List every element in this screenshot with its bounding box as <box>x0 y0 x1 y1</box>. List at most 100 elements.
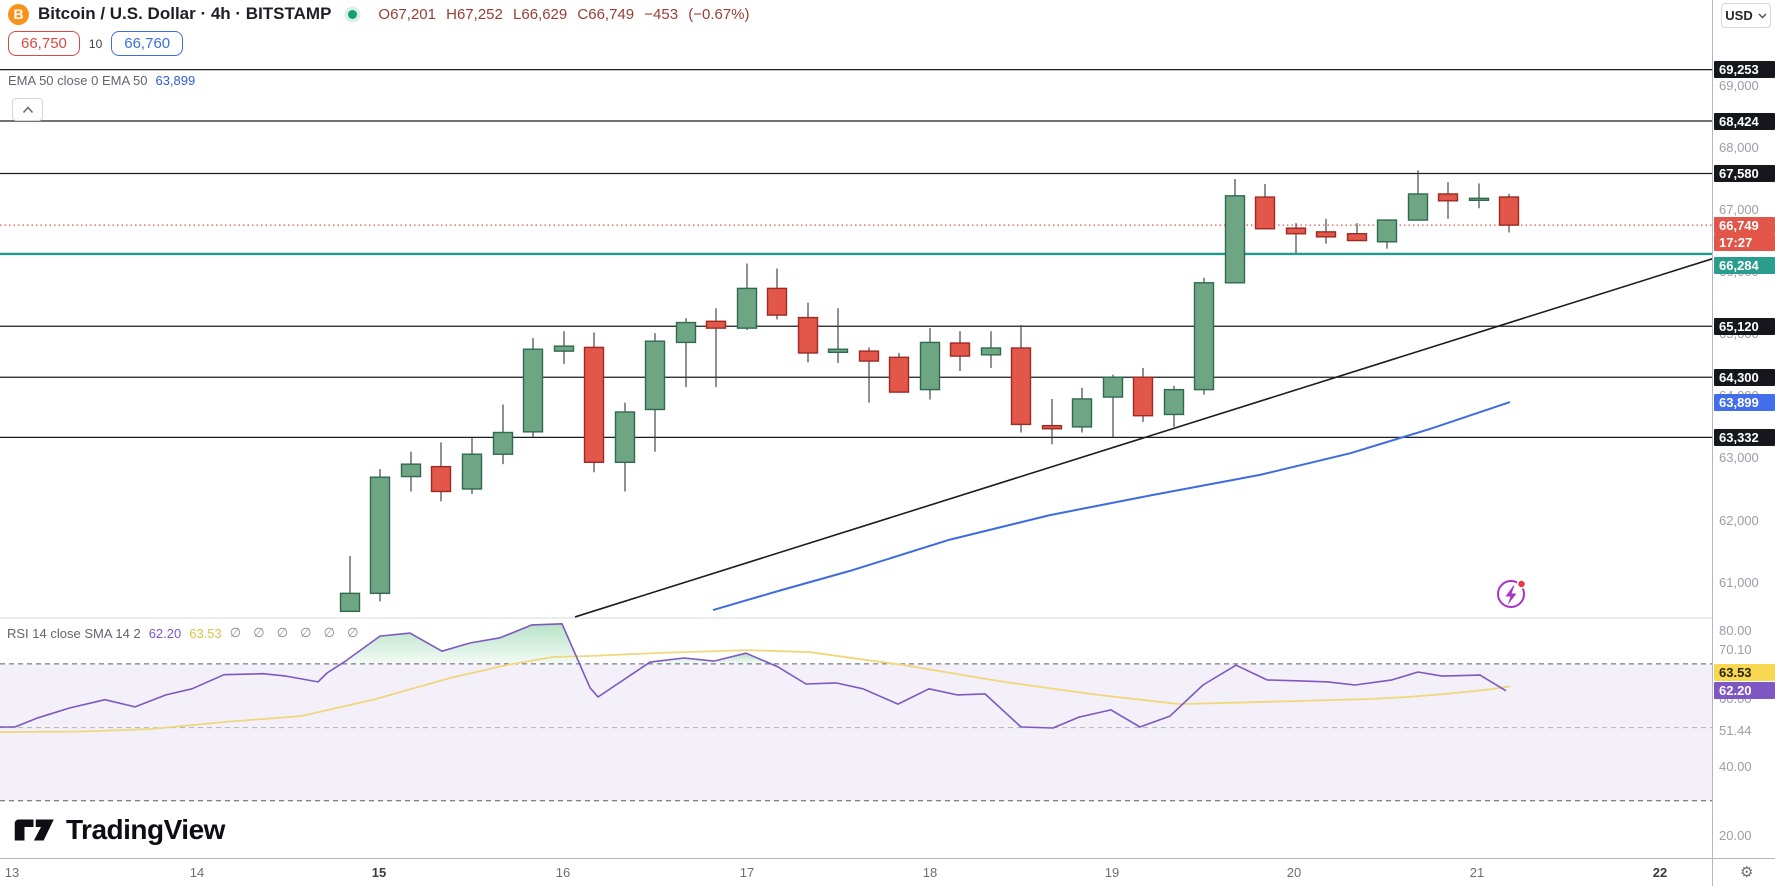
candle-up <box>1163 388 1185 416</box>
rsi-badge: 63.53 <box>1714 663 1775 681</box>
rsi-tick-label: 40.00 <box>1719 759 1752 775</box>
price-scale-border <box>1712 0 1713 886</box>
rsi-band-fill <box>0 663 1712 801</box>
tradingview-logo-mark-icon <box>14 815 56 845</box>
time-axis-border <box>0 858 1775 859</box>
price-and-rsi-chart[interactable] <box>0 0 1712 858</box>
currency-label: USD <box>1725 8 1753 23</box>
time-axis[interactable]: ⚙ 13 14 15 16 17 18 19 20 21 22 <box>0 859 1775 886</box>
price-badge: 63,899 <box>1714 393 1775 411</box>
price-badge: 64,300 <box>1714 368 1775 386</box>
candle-down <box>858 350 880 362</box>
time-tick-label: 15 <box>371 865 387 880</box>
candle-up <box>1407 193 1429 221</box>
price-tick-label: 68,000 <box>1719 139 1759 155</box>
symbol-title[interactable]: Bitcoin / U.S. Dollar · 4h · BITSTAMP <box>38 4 332 23</box>
price-badge: 69,253 <box>1714 61 1775 79</box>
candle-up <box>1468 197 1490 202</box>
price-badge: 67,580 <box>1714 165 1775 182</box>
candle-down <box>1498 196 1520 226</box>
ema-legend-value: 63,899 <box>155 73 196 88</box>
candle-up <box>675 321 697 344</box>
price-tick-label: 67,000 <box>1719 202 1759 217</box>
candle-down <box>1010 347 1032 426</box>
buy-button[interactable]: 66,760 <box>111 31 184 56</box>
currency-selector[interactable]: USD <box>1721 3 1771 28</box>
time-tick-label: 14 <box>189 865 205 880</box>
candle-down <box>583 346 605 463</box>
candle-down <box>1285 227 1307 235</box>
time-tick-label: 20 <box>1286 865 1302 880</box>
price-tick-label: 69,000 <box>1719 77 1759 93</box>
symbol-header: B Bitcoin / U.S. Dollar · 4h · BITSTAMP … <box>8 2 750 26</box>
gear-icon[interactable]: ⚙ <box>1740 863 1754 881</box>
candle-up <box>1376 219 1398 243</box>
candle-up <box>461 453 483 490</box>
time-tick-label: 17 <box>739 865 755 880</box>
price-badge: 68,424 <box>1714 112 1775 130</box>
candle-up <box>400 463 422 478</box>
candle-up <box>1102 376 1124 398</box>
collapse-legend-button[interactable] <box>12 98 43 121</box>
quick-trade-lightning-icon[interactable] <box>1492 574 1530 612</box>
candle-up <box>553 345 575 352</box>
candle-up <box>522 348 544 433</box>
candle-up <box>644 340 666 411</box>
rsi-legend-title: RSI 14 close SMA 14 2 <box>7 626 141 641</box>
trendline <box>574 258 1712 618</box>
rsi-line <box>0 623 1507 729</box>
candle-up <box>827 348 849 354</box>
candle-up <box>614 411 636 463</box>
rsi-tick-label: 70.10 <box>1719 642 1752 658</box>
rsi-overbought-fill <box>647 653 771 664</box>
candle-down <box>1437 193 1459 202</box>
rsi-tick-label: 51.44 <box>1719 723 1752 739</box>
candle-up <box>919 341 941 391</box>
candle-up <box>339 592 361 613</box>
time-tick-label: 18 <box>922 865 938 880</box>
rsi-legend-value: 62.20 <box>148 626 182 641</box>
price-scale[interactable]: 69,00068,00067,00066,00065,00064,00063,0… <box>1713 0 1775 858</box>
rsi-badge: 62.20 <box>1714 682 1775 700</box>
chevron-down-icon <box>1758 13 1767 19</box>
sell-button[interactable]: 66,750 <box>8 31 80 56</box>
rsi-sma-line <box>0 649 1511 733</box>
candle-down <box>1346 233 1368 242</box>
candle-down <box>797 316 819 354</box>
ema50-line <box>712 401 1511 612</box>
time-tick-label: 13 <box>4 865 20 880</box>
candle-down <box>1254 196 1276 230</box>
rsi-empty-values: ∅ ∅ ∅ ∅ ∅ ∅ <box>229 626 363 641</box>
price-badge: 17:27 <box>1714 233 1775 251</box>
price-badge: 65,120 <box>1714 317 1775 335</box>
chevron-up-icon <box>22 105 34 114</box>
candle-down <box>1132 376 1154 417</box>
candle-down <box>1041 424 1063 430</box>
price-tick-label: 62,000 <box>1719 512 1759 528</box>
candle-up <box>1071 398 1093 428</box>
rsi-tick-label: 20.00 <box>1719 827 1752 843</box>
candle-down <box>888 356 910 393</box>
candle-up <box>369 476 391 595</box>
candle-down <box>766 287 788 316</box>
candle-down <box>430 465 452 493</box>
time-tick-label: 16 <box>555 865 571 880</box>
candle-up <box>492 431 514 455</box>
rsi-sma-legend-value: 63.53 <box>189 626 222 641</box>
time-tick-label: 21 <box>1469 865 1485 880</box>
ema-legend[interactable]: EMA 50 close 0 EMA 50 63,899 <box>8 73 195 88</box>
time-tick-label: 19 <box>1104 865 1120 880</box>
ohlc-values: O67,201 H67,252 L66,629 C66,749 −453 (−0… <box>378 5 750 23</box>
bitcoin-icon: B <box>8 3 29 25</box>
candle-down <box>949 342 971 357</box>
tradingview-logo[interactable]: TradingView <box>14 814 225 846</box>
price-badge: 66,284 <box>1714 256 1775 274</box>
candle-up <box>1224 195 1246 284</box>
rsi-tick-label: 80.00 <box>1719 622 1752 638</box>
market-open-dot-icon <box>348 9 358 19</box>
price-tick-label: 63,000 <box>1719 450 1759 466</box>
rsi-overbought-fill <box>341 623 580 664</box>
candle-down <box>1315 231 1337 238</box>
rsi-legend[interactable]: RSI 14 close SMA 14 2 62.20 63.53 ∅ ∅ ∅ … <box>7 626 362 641</box>
